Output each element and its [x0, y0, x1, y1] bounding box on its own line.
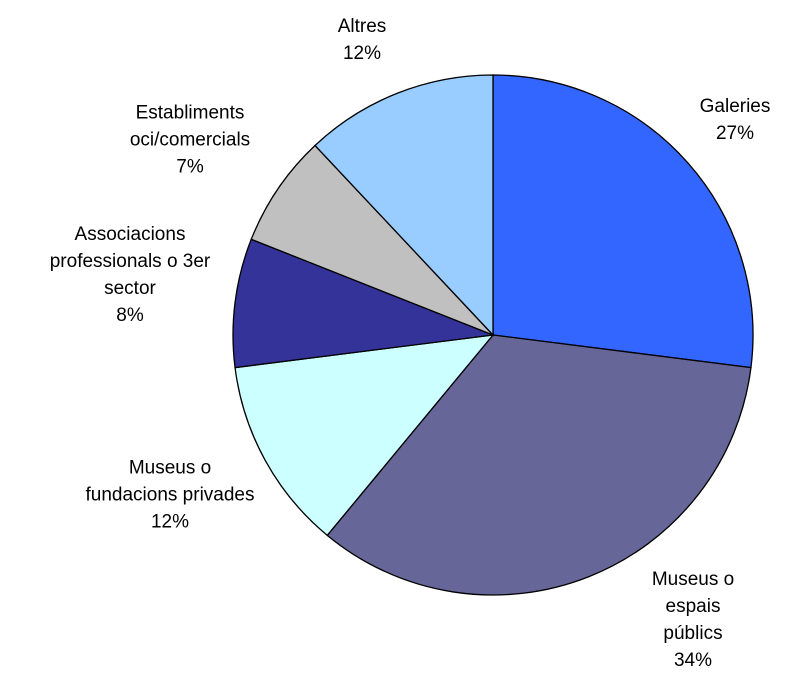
category-label: Altres [337, 16, 387, 37]
category-label: Museus o espais públics [651, 569, 735, 644]
category-label: Galeries [699, 96, 771, 117]
pie-slice [314, 74, 494, 337]
slice-label: Altres 12% [338, 13, 387, 67]
pie-slice [234, 334, 495, 537]
pie-slice [492, 74, 754, 369]
value-label: 8% [116, 305, 144, 326]
value-label: 12% [342, 43, 382, 64]
slice-label: Museus o fundacions privades 12% [86, 455, 255, 536]
slice-label: Galeries 27% [700, 93, 771, 147]
category-label: Establiments oci/comercials [129, 102, 251, 151]
pie-slice [232, 238, 494, 369]
value-label: 34% [673, 650, 713, 671]
pie-slice [326, 334, 752, 596]
category-label: Museus o fundacions privades [85, 457, 255, 506]
pie-slice [250, 144, 494, 336]
slice-label: Establiments oci/comercials 7% [130, 100, 250, 181]
value-label: 12% [150, 511, 190, 533]
value-label: 7% [176, 156, 204, 178]
category-label: Associacions professionals o 3er sector [49, 224, 211, 299]
slice-label: Associacions professionals o 3er sector 8… [50, 221, 211, 329]
value-label: 27% [715, 123, 755, 144]
slice-label: Museus o espais públics 34% [642, 566, 745, 674]
